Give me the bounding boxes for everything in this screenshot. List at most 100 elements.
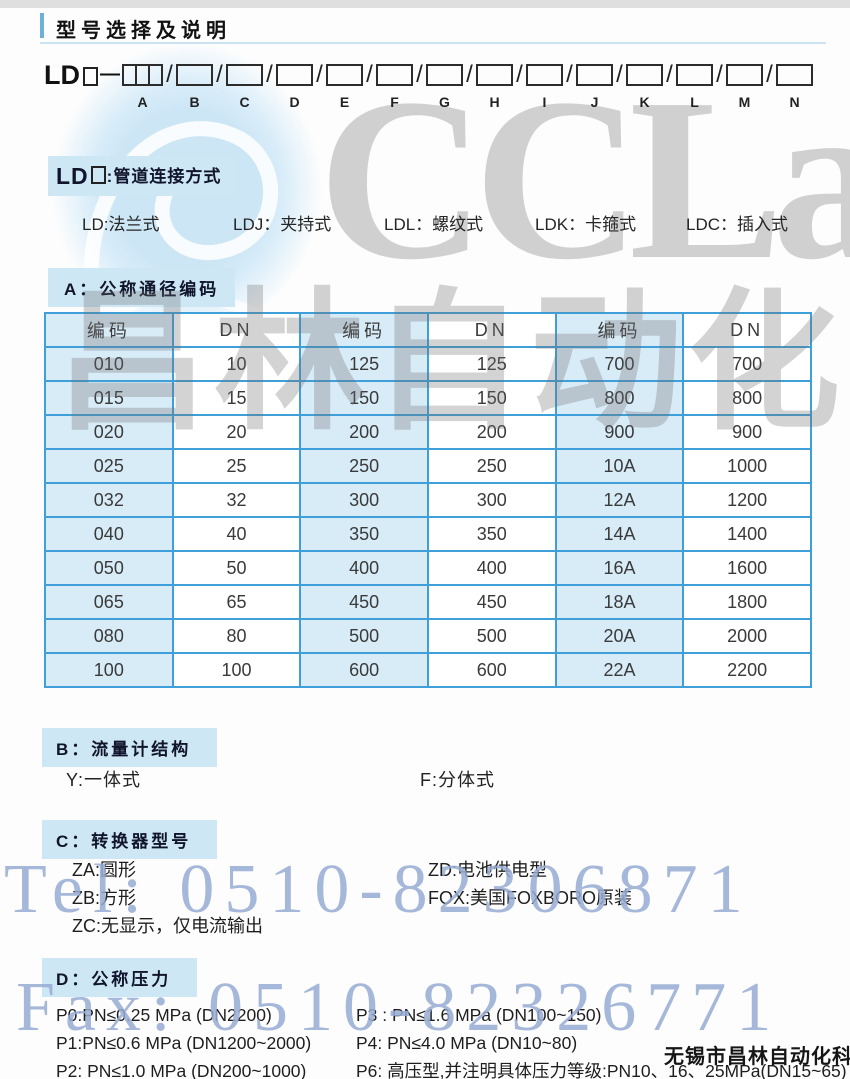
page-title: 型号选择及说明 xyxy=(56,20,231,42)
scan-edge-band xyxy=(0,0,850,8)
model-field-A: A xyxy=(122,64,163,110)
dn-cell: 65 xyxy=(171,584,302,620)
converter-option: ZC:无显示，仅电流输出 xyxy=(72,916,263,936)
model-field-label: E xyxy=(339,94,350,110)
section-header-d: D：公称压力 xyxy=(42,958,198,997)
slash-separator: / xyxy=(766,61,773,88)
model-field-box xyxy=(626,64,663,86)
code-cell: 200 xyxy=(299,414,429,450)
dn-code-table: 编码 DN 编码 DN 编码 DN 010 10 125 125 700 700 015 15 150 15… xyxy=(44,312,812,688)
dn-cell: 300 xyxy=(426,482,557,518)
dn-cell: 20 xyxy=(171,414,302,450)
pressure-options-left: P0:PN≤0.25 MPa (DN2200) P1:PN≤0.6 MPa (DN… xyxy=(56,1001,311,1079)
table-row: 015 15 150 150 800 800 xyxy=(44,380,812,416)
table-row: 100 100 600 600 22A 2200 xyxy=(44,652,812,688)
dn-cell: 1000 xyxy=(682,448,812,484)
model-code-dash: — xyxy=(100,63,120,85)
model-field-box xyxy=(426,64,463,86)
converter-option: ZD:电池供电型 xyxy=(428,860,547,880)
ld-variant-box xyxy=(83,67,98,86)
dn-cell: 125 xyxy=(426,346,557,382)
dn-table-body: 010 10 125 125 700 700 015 15 150 150 800 800 020 20 2… xyxy=(44,346,812,688)
table-row: 080 80 500 500 20A 2000 xyxy=(44,618,812,654)
code-cell: 300 xyxy=(299,482,429,518)
code-cell: 800 xyxy=(554,380,685,416)
model-field-box xyxy=(276,64,313,86)
code-cell: 450 xyxy=(299,584,429,620)
model-field-box xyxy=(726,64,763,86)
model-field-M: M xyxy=(726,64,763,110)
model-code-row: LD — A / B / C / D / E / F / G / H / I / J / K / L / M / N xyxy=(44,60,813,110)
table-row: 040 40 350 350 14A 1400 xyxy=(44,516,812,552)
model-field-label: G xyxy=(439,94,450,110)
pressure-option: P2: PN≤1.0 MPa (DN200~1000) xyxy=(56,1061,307,1079)
dn-cell: 900 xyxy=(682,414,812,450)
code-cell: 12A xyxy=(554,482,685,518)
dn-cell: 400 xyxy=(426,550,557,586)
dn-cell: 500 xyxy=(426,618,557,654)
model-field-G: G xyxy=(426,64,463,110)
code-cell: 040 xyxy=(44,516,174,552)
dn-cell: 40 xyxy=(171,516,302,552)
section-header-ld: LD :管道连接方式 xyxy=(48,156,236,196)
dn-cell: 15 xyxy=(171,380,302,416)
dn-cell: 1800 xyxy=(682,584,812,620)
model-field-label: B xyxy=(189,94,200,110)
connection-type: LD:法兰式 xyxy=(82,215,160,234)
dn-cell: 150 xyxy=(426,380,557,416)
model-code-sequence: A / B / C / D / E / F / G / H / I / J / K / L / M / N xyxy=(122,61,813,110)
slash-separator: / xyxy=(366,61,373,88)
model-field-box-triple xyxy=(122,64,163,86)
title-accent-bar xyxy=(40,13,44,38)
table-row: 010 10 125 125 700 700 xyxy=(44,346,812,382)
model-field-label: F xyxy=(390,94,399,110)
pressure-option: P4: PN≤4.0 MPa (DN10~80) xyxy=(356,1033,578,1053)
dn-cell: 1600 xyxy=(682,550,812,586)
model-field-label: H xyxy=(489,94,500,110)
connection-type: LDK：卡箍式 xyxy=(535,215,637,234)
model-field-E: E xyxy=(326,64,363,110)
dn-cell: 2000 xyxy=(682,618,812,654)
code-cell: 010 xyxy=(44,346,174,382)
model-field-box xyxy=(526,64,563,86)
slash-separator: / xyxy=(616,61,623,88)
model-field-label: D xyxy=(289,94,300,110)
model-field-label: A xyxy=(137,94,148,110)
dn-cell: 80 xyxy=(171,618,302,654)
code-cell: 100 xyxy=(44,652,174,688)
code-cell: 400 xyxy=(299,550,429,586)
slash-separator: / xyxy=(666,61,673,88)
model-code-prefix: LD xyxy=(44,60,80,90)
model-field-label: L xyxy=(690,94,699,110)
table-row: 050 50 400 400 16A 1600 xyxy=(44,550,812,586)
title-underline xyxy=(40,42,826,44)
ld-header-prefix: LD xyxy=(56,163,89,189)
code-cell: 16A xyxy=(554,550,685,586)
model-field-box xyxy=(776,64,813,86)
code-cell: 10A xyxy=(554,448,685,484)
ld-header-suffix: :管道连接方式 xyxy=(106,167,222,186)
connection-types-row: LD:法兰式 LDJ：夹持式 LDL：螺纹式 LDK：卡箍式 LDC：插入式 xyxy=(82,210,837,235)
code-cell: 050 xyxy=(44,550,174,586)
structure-option-y: Y:一体式 xyxy=(66,770,142,790)
dn-cell: 1200 xyxy=(682,482,812,518)
company-name: 无锡市昌林自动化科技 xyxy=(664,1046,850,1068)
table-row: 032 32 300 300 12A 1200 xyxy=(44,482,812,518)
model-field-label: C xyxy=(239,94,250,110)
model-field-label: J xyxy=(590,94,599,110)
model-field-box xyxy=(576,64,613,86)
table-row: 020 20 200 200 900 900 xyxy=(44,414,812,450)
dn-cell: 25 xyxy=(171,448,302,484)
dn-cell: 800 xyxy=(682,380,812,416)
model-field-L: L xyxy=(676,64,713,110)
model-field-J: J xyxy=(576,64,613,110)
model-field-F: F xyxy=(376,64,413,110)
model-field-N: N xyxy=(776,64,813,110)
model-field-C: C xyxy=(226,64,263,110)
model-field-I: I xyxy=(526,64,563,110)
pressure-option: P0:PN≤0.25 MPa (DN2200) xyxy=(56,1005,272,1025)
code-cell: 020 xyxy=(44,414,174,450)
model-field-box xyxy=(476,64,513,86)
code-cell: 900 xyxy=(554,414,685,450)
